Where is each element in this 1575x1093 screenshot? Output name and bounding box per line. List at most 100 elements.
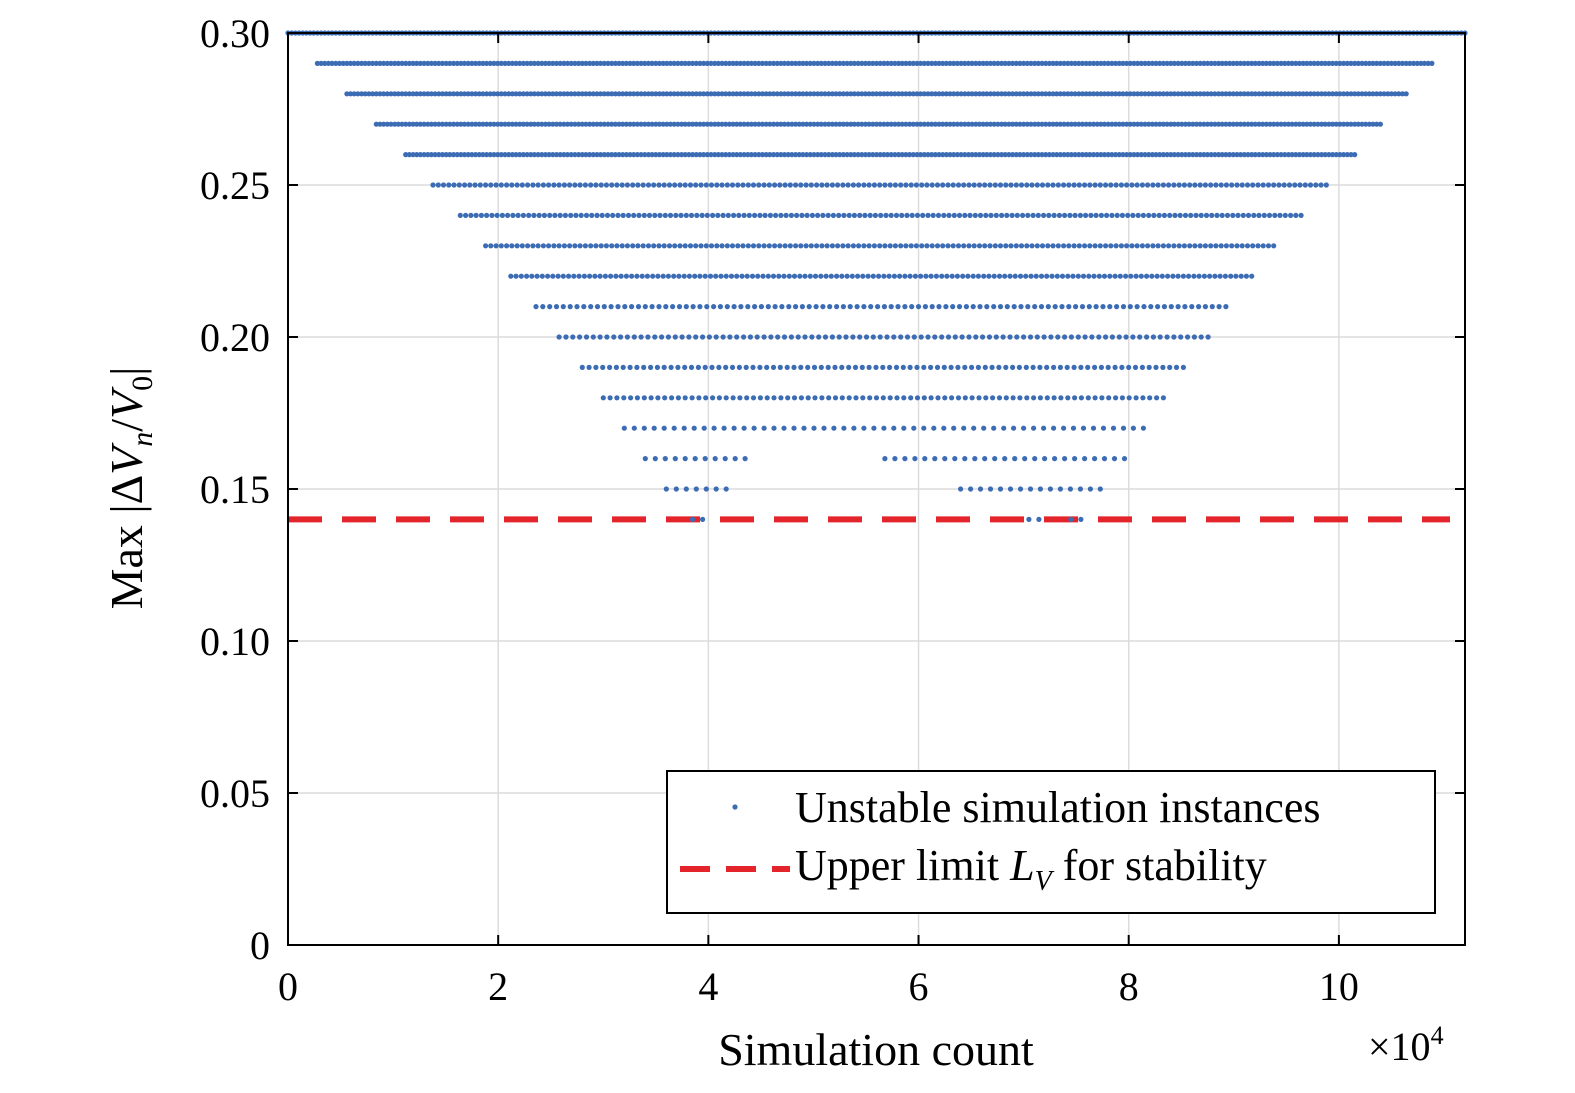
- scatter-point: [807, 91, 813, 97]
- scatter-point: [1216, 121, 1222, 127]
- scatter-point: [763, 60, 769, 66]
- scatter-point: [517, 60, 523, 66]
- scatter-point: [594, 121, 600, 127]
- scatter-point: [1249, 60, 1255, 66]
- scatter-point: [1208, 182, 1214, 188]
- scatter-point: [912, 273, 919, 279]
- scatter-point: [742, 456, 748, 462]
- scatter-point: [631, 212, 637, 218]
- scatter-point: [1146, 212, 1152, 218]
- scatter-point: [502, 60, 508, 66]
- scatter-point: [902, 456, 908, 462]
- scatter-point: [1333, 121, 1339, 127]
- scatter-point: [1129, 243, 1135, 249]
- scatter-point: [535, 121, 541, 127]
- y-axis-label: Max |ΔVn/V0|: [101, 367, 159, 610]
- scatter-point: [1172, 212, 1178, 218]
- scatter-point: [1077, 486, 1083, 492]
- scatter-point: [1101, 60, 1108, 66]
- scatter-point: [951, 425, 957, 431]
- scatter-point: [910, 152, 916, 158]
- scatter-point: [750, 182, 757, 188]
- scatter-point: [976, 395, 982, 401]
- scatter-point: [1352, 152, 1358, 158]
- scatter-point: [314, 60, 320, 66]
- scatter-point: [1003, 395, 1009, 401]
- scatter-point: [710, 212, 716, 218]
- scatter-point: [614, 243, 620, 249]
- scatter-point: [967, 212, 973, 218]
- scatter-point: [439, 60, 446, 66]
- scatter-point: [498, 91, 504, 97]
- scatter-point: [734, 91, 740, 97]
- scatter-point: [907, 364, 913, 370]
- scatter-point: [1111, 456, 1118, 462]
- legend: Unstable simulation instances Upper limi…: [666, 770, 1436, 914]
- scatter-point: [550, 91, 556, 97]
- scatter-point: [654, 364, 661, 370]
- scatter-point: [1039, 91, 1045, 97]
- scatter-point: [1326, 91, 1332, 97]
- scatter-point: [855, 60, 861, 66]
- scatter-point: [1160, 121, 1166, 127]
- scatter-point: [960, 273, 966, 279]
- scatter-point: [756, 152, 762, 158]
- scatter-point: [1348, 60, 1354, 66]
- scatter-point: [469, 121, 475, 127]
- scatter-point: [745, 182, 751, 188]
- scatter-point: [605, 121, 611, 127]
- scatter-point: [1004, 212, 1010, 218]
- scatter-point: [495, 91, 501, 97]
- scatter-point: [940, 182, 946, 188]
- scatter-point: [576, 121, 582, 127]
- scatter-point: [458, 60, 464, 66]
- scatter-point: [1166, 182, 1172, 188]
- scatter-point: [572, 182, 578, 188]
- scatter-point: [410, 91, 416, 97]
- scatter-point: [824, 182, 830, 188]
- scatter-point: [1192, 182, 1198, 188]
- legend-label-limit-pre: Upper limit: [795, 841, 1010, 890]
- scatter-point: [1156, 212, 1162, 218]
- scatter-point: [987, 121, 994, 127]
- scatter-point: [1049, 273, 1055, 279]
- scatter-point: [1168, 152, 1174, 158]
- scatter-point: [388, 121, 394, 127]
- scatter-point: [1004, 304, 1010, 310]
- scatter-point: [813, 304, 819, 310]
- scatter-point: [1149, 152, 1155, 158]
- scatter-point: [1208, 60, 1214, 66]
- scatter-point: [1090, 60, 1097, 66]
- scatter-point: [1035, 212, 1041, 218]
- scatter-point: [1374, 121, 1380, 127]
- scatter-point: [1274, 60, 1280, 66]
- scatter-point: [1256, 121, 1262, 127]
- scatter-point: [535, 243, 541, 249]
- scatter-point: [697, 121, 703, 127]
- scatter-point: [615, 304, 621, 310]
- scatter-point: [370, 91, 376, 97]
- scatter-point: [1039, 121, 1045, 127]
- scatter-point: [1006, 60, 1012, 66]
- scatter-point: [682, 152, 688, 158]
- scatter-point: [1235, 212, 1241, 218]
- scatter-point: [1138, 60, 1144, 66]
- scatter-point: [745, 60, 751, 66]
- scatter-point: [908, 395, 914, 401]
- scatter-point: [1057, 152, 1063, 158]
- scatter-point: [1164, 60, 1170, 66]
- scatter-point: [556, 182, 562, 188]
- scatter-point: [551, 243, 557, 249]
- scatter-point: [712, 121, 718, 127]
- scatter-point: [903, 121, 909, 127]
- scatter-point: [1082, 456, 1088, 462]
- scatter-point: [1277, 212, 1283, 218]
- scatter-point: [854, 304, 860, 310]
- scatter-point: [1087, 91, 1093, 97]
- scatter-point: [602, 273, 609, 279]
- scatter-point: [830, 212, 837, 218]
- scatter-point: [1193, 60, 1200, 66]
- scatter-point: [618, 334, 624, 340]
- scatter-point: [778, 91, 784, 97]
- scatter-point: [1171, 182, 1177, 188]
